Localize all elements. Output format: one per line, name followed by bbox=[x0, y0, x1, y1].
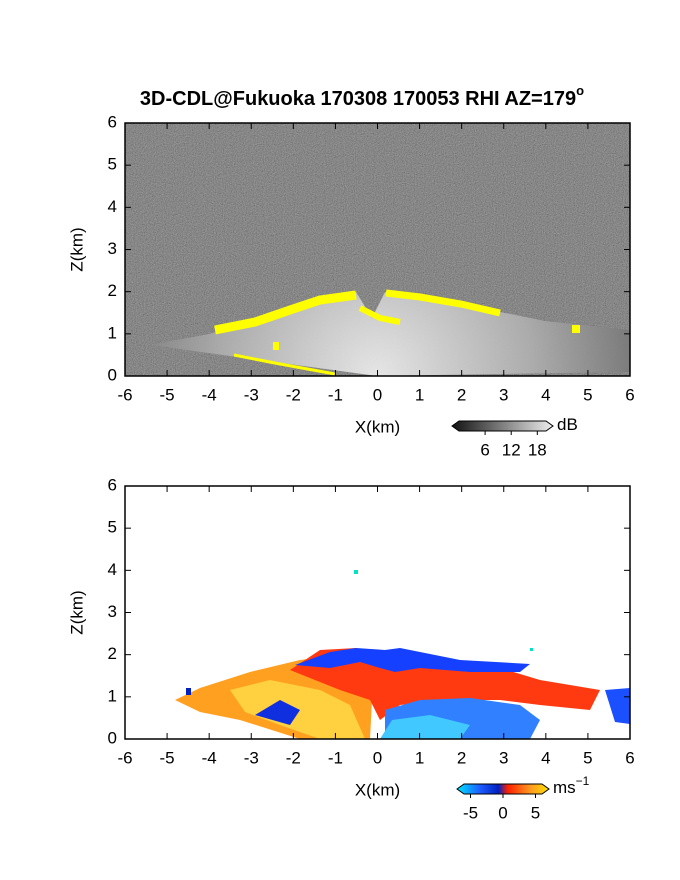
x-tick-label: -5 bbox=[160, 385, 175, 404]
x-tick-label: -2 bbox=[286, 385, 301, 404]
colorbar bbox=[456, 783, 550, 795]
chart-title: 3D-CDL@Fukuoka 170308 170053 RHI AZ=179o bbox=[140, 83, 584, 110]
x-tick-label: 4 bbox=[541, 385, 550, 404]
y-tick-label: 3 bbox=[108, 602, 117, 621]
x-tick-label: 5 bbox=[583, 748, 592, 767]
y-tick-label: 2 bbox=[108, 281, 117, 300]
y-tick-label: 5 bbox=[108, 518, 117, 537]
y-tick-label: 5 bbox=[108, 155, 117, 174]
colorbar-tick-label: 12 bbox=[502, 440, 521, 459]
colorbar-label-text: dB bbox=[557, 415, 578, 434]
y-tick-label: 6 bbox=[108, 475, 117, 494]
colorbar-tick-label: 6 bbox=[480, 440, 489, 459]
colorbar-label: ms−1 bbox=[553, 774, 590, 797]
x-tick-label: -3 bbox=[244, 385, 259, 404]
x-tick-label: -6 bbox=[117, 385, 132, 404]
x-tick-label: 2 bbox=[457, 385, 466, 404]
colorbar-tick-label: 18 bbox=[528, 440, 547, 459]
y-tick-label: 1 bbox=[108, 686, 117, 705]
x-tick-label: -6 bbox=[117, 748, 132, 767]
x-tick-label: 5 bbox=[583, 385, 592, 404]
y-tick-label: 3 bbox=[108, 239, 117, 258]
x-axis-label: X(km) bbox=[355, 417, 400, 436]
x-tick-label: 4 bbox=[541, 748, 550, 767]
y-tick-label: 4 bbox=[108, 560, 117, 579]
colorbar-tick-label: 0 bbox=[498, 803, 507, 822]
x-tick-label: -4 bbox=[202, 385, 217, 404]
x-tick-label: -3 bbox=[244, 748, 259, 767]
colorbar-label: dB bbox=[557, 415, 578, 434]
x-tick-label: 1 bbox=[415, 748, 424, 767]
x-tick-label: -1 bbox=[328, 748, 343, 767]
x-axis-label: X(km) bbox=[355, 780, 400, 799]
x-tick-label: -1 bbox=[328, 385, 343, 404]
colorbar-label-sup: −1 bbox=[576, 774, 590, 788]
colorbar-label-text: ms bbox=[553, 778, 576, 797]
x-tick-label: -2 bbox=[286, 748, 301, 767]
y-tick-label: 6 bbox=[108, 112, 117, 131]
colorbar-tick-label: 5 bbox=[531, 803, 540, 822]
x-tick-label: 0 bbox=[373, 748, 382, 767]
x-tick-label: 0 bbox=[373, 385, 382, 404]
x-tick-label: -5 bbox=[160, 748, 175, 767]
x-tick-label: 3 bbox=[499, 385, 508, 404]
y-tick-label: 0 bbox=[108, 728, 117, 747]
x-tick-label: -4 bbox=[202, 748, 217, 767]
colorbar-tick-label: -5 bbox=[463, 803, 478, 822]
y-axis-label: Z(km) bbox=[67, 590, 86, 634]
x-tick-label: 3 bbox=[499, 748, 508, 767]
y-tick-label: 1 bbox=[108, 323, 117, 342]
x-tick-label: 6 bbox=[625, 748, 634, 767]
x-tick-label: 6 bbox=[625, 385, 634, 404]
y-tick-label: 0 bbox=[108, 365, 117, 384]
x-tick-label: 1 bbox=[415, 385, 424, 404]
colorbar bbox=[451, 420, 554, 432]
velocity-field bbox=[175, 570, 630, 739]
y-axis-label: Z(km) bbox=[67, 227, 86, 271]
y-tick-label: 2 bbox=[108, 644, 117, 663]
x-tick-label: 2 bbox=[457, 748, 466, 767]
reflectivity-field bbox=[125, 123, 630, 376]
y-tick-label: 4 bbox=[108, 197, 117, 216]
